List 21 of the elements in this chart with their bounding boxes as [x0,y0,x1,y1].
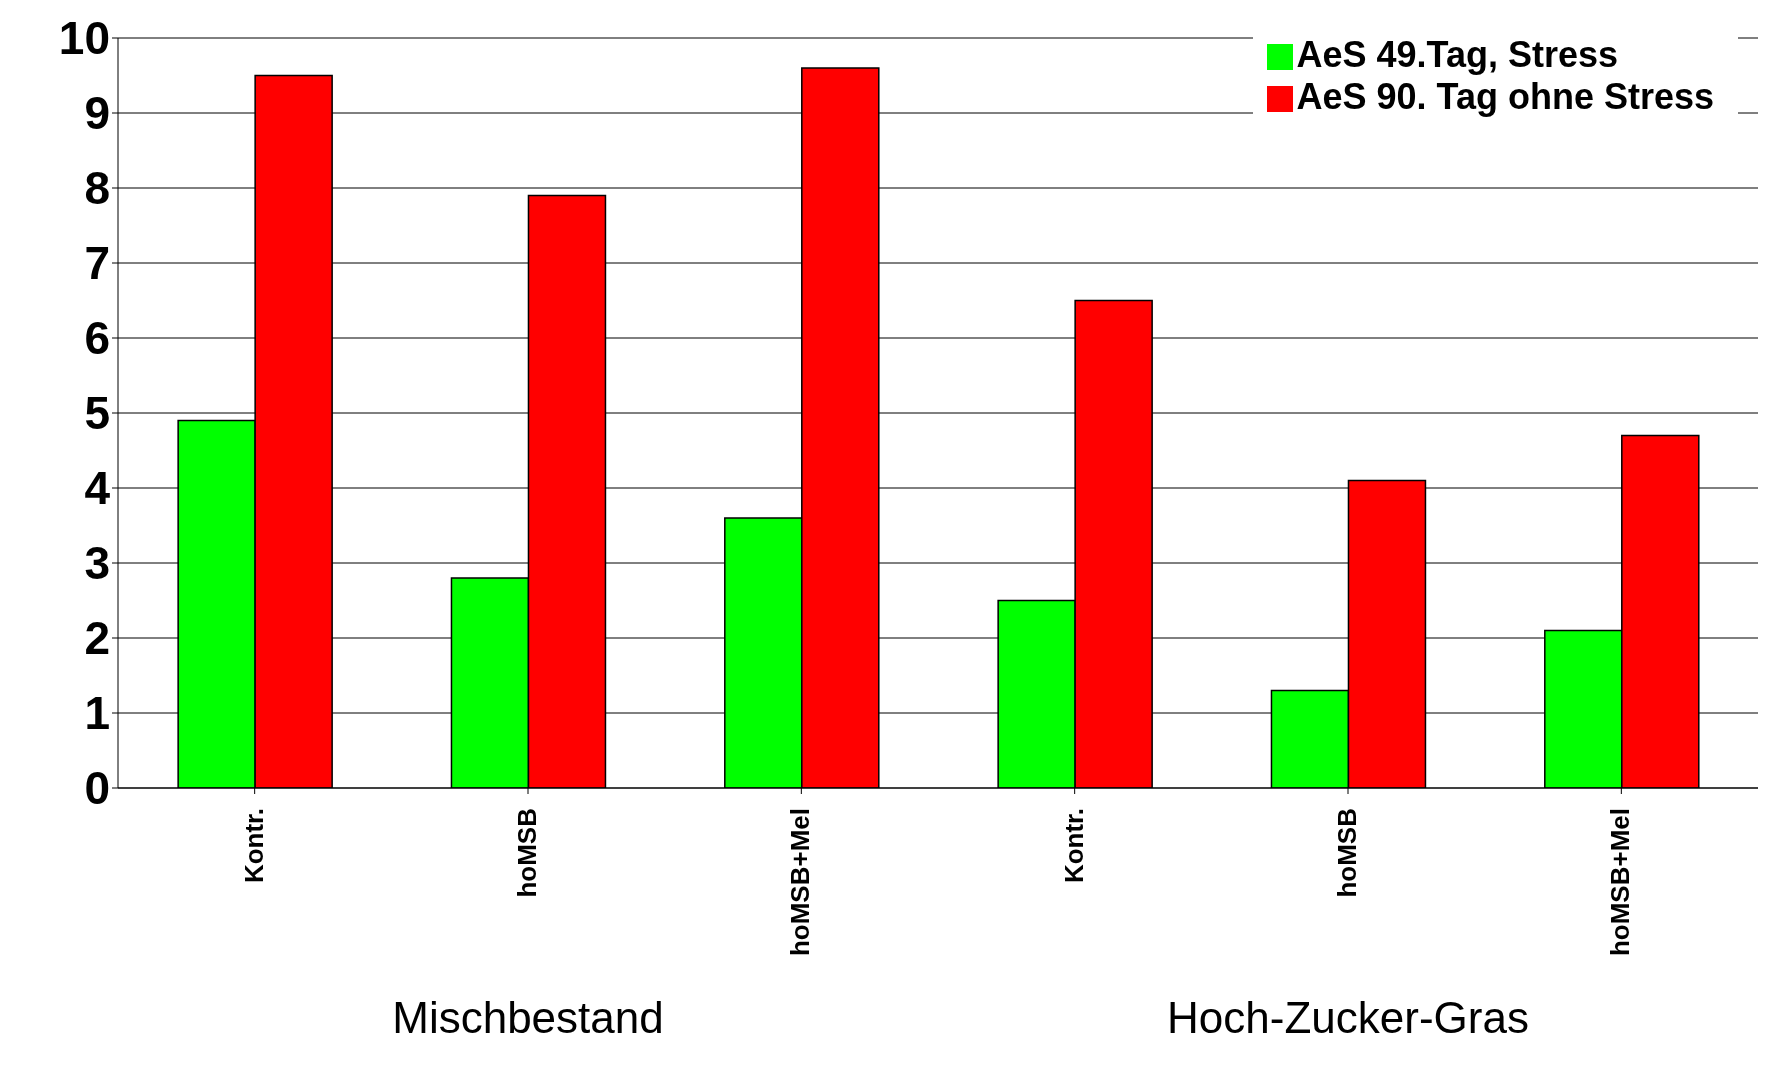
text: Hoch-Zucker-Gras [1166,993,1530,1043]
y-tick-label: 10 [58,12,110,65]
x-tick-label: hoMSB+Mel [1605,808,1636,957]
x-tick-label: Kontr. [238,808,269,884]
y-tick-label: 6 [84,312,110,365]
y-tick-label: 3 [84,537,110,590]
x-tick-label: Kontr. [1058,808,1089,884]
y-tick-label: 9 [84,87,110,140]
y-tick-label: 0 [84,762,110,815]
y-tick-label: 4 [84,462,111,515]
y-tick-label: 5 [84,387,110,440]
x-tick-label: hoMSB [512,808,542,898]
x-tick-label: hoMSB [1332,808,1362,898]
legend-label: AeS 90. Tag ohne Stress [1296,76,1714,117]
text: Mischbestand [391,993,665,1043]
x-tick-label: hoMSB+Mel [785,808,816,957]
y-tick-label: 1 [84,687,110,740]
y-tick-label: 7 [84,237,110,290]
legend-label: AeS 49.Tag, Stress [1296,34,1619,75]
y-tick-label: 2 [84,612,110,665]
y-tick-label: 8 [84,162,110,215]
